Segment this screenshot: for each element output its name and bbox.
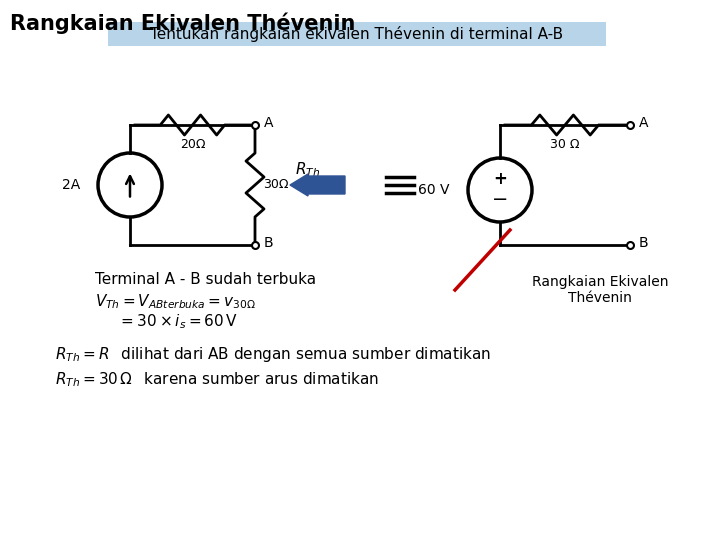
Text: +: + — [493, 170, 507, 188]
Text: 60 V: 60 V — [418, 183, 450, 197]
Text: $= 30 \times i_s = 60\,\mathrm{V}$: $= 30 \times i_s = 60\,\mathrm{V}$ — [118, 312, 238, 330]
Text: 2A: 2A — [62, 178, 80, 192]
Text: Rangkaian Ekivalen Thévenin: Rangkaian Ekivalen Thévenin — [10, 12, 356, 33]
Text: A: A — [639, 116, 649, 130]
FancyBboxPatch shape — [108, 22, 606, 46]
Text: 20Ω: 20Ω — [180, 138, 205, 151]
Text: B: B — [639, 236, 649, 250]
Text: A: A — [264, 116, 274, 130]
FancyArrow shape — [290, 174, 345, 196]
Text: 30 Ω: 30 Ω — [550, 138, 580, 151]
Text: Rangkaian Ekivalen
Thévenin: Rangkaian Ekivalen Thévenin — [532, 275, 668, 305]
Text: −: − — [492, 190, 508, 208]
Text: 30Ω: 30Ω — [263, 179, 289, 192]
Text: $R_{Th}$: $R_{Th}$ — [295, 160, 320, 179]
Text: $R_{Th} = 30\,\Omega\,$  karena sumber arus dimatikan: $R_{Th} = 30\,\Omega\,$ karena sumber ar… — [55, 370, 379, 389]
Text: Terminal A - B sudah terbuka: Terminal A - B sudah terbuka — [95, 272, 316, 287]
Text: $R_{Th} = R\,$  dilihat dari AB dengan semua sumber dimatikan: $R_{Th} = R\,$ dilihat dari AB dengan se… — [55, 345, 491, 364]
Text: Tentukan rangkaian ekivalen Thévenin di terminal A-B: Tentukan rangkaian ekivalen Thévenin di … — [150, 26, 564, 42]
Text: B: B — [264, 236, 274, 250]
Text: $V_{Th} = V_{ABterbuka} = v_{30\Omega}$: $V_{Th} = V_{ABterbuka} = v_{30\Omega}$ — [95, 292, 256, 310]
